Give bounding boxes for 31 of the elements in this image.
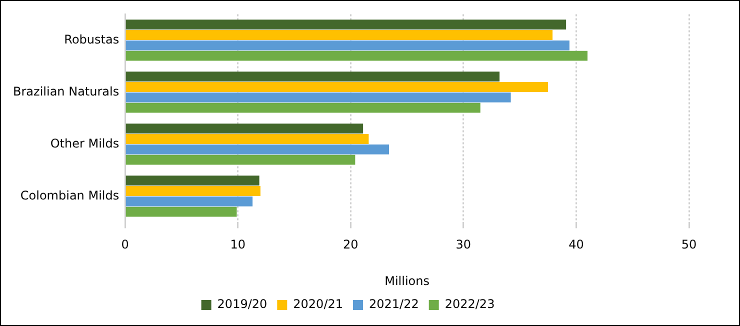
x-tick-label: 40	[568, 238, 584, 252]
bar	[126, 20, 566, 30]
y-tick-label: Colombian Milds	[20, 188, 120, 202]
legend-label: 2020/21	[293, 297, 344, 312]
bar	[126, 72, 500, 82]
bar	[126, 196, 253, 206]
x-tick-label: 10	[230, 238, 246, 252]
bar	[126, 92, 511, 102]
bar	[126, 186, 260, 196]
bar	[126, 40, 570, 50]
legend-label: 2021/22	[369, 297, 419, 312]
x-tick-label: 0	[121, 238, 129, 252]
bar	[126, 154, 356, 165]
bar	[126, 144, 390, 154]
legend-label: 2022/23	[444, 297, 495, 312]
x-tick-label: 30	[456, 238, 472, 252]
y-tick-label: Robustas	[64, 32, 120, 46]
y-tick-label: Other Milds	[50, 136, 120, 150]
legend-label: 2019/20	[217, 297, 268, 312]
x-axis-title: Millions	[384, 274, 430, 288]
bar	[126, 134, 369, 144]
bar	[126, 50, 588, 61]
y-tick-label: Brazilian Naturals	[13, 84, 120, 98]
bar	[126, 176, 260, 186]
x-tick-label: 20	[343, 238, 358, 252]
bar	[126, 30, 553, 40]
bar	[126, 206, 237, 217]
x-tick-label: 50	[681, 238, 697, 252]
bar	[126, 82, 548, 92]
bar	[126, 102, 480, 113]
bar	[126, 124, 364, 134]
